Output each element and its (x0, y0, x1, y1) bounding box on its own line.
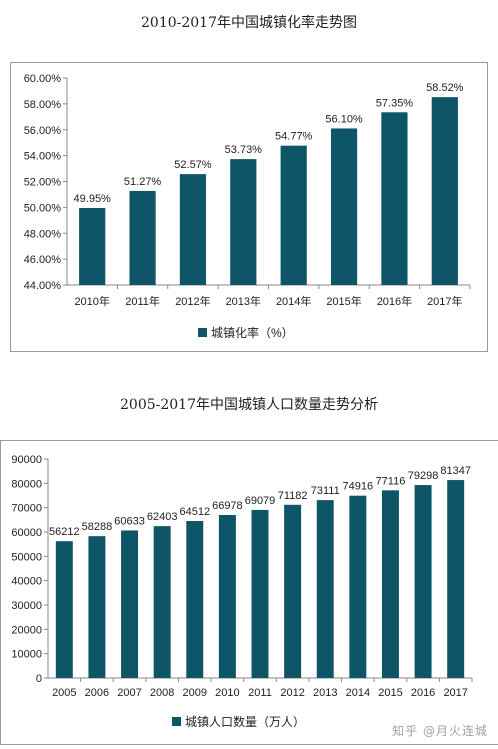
chart1-legend-swatch (198, 328, 207, 337)
chart2-data-label: 71182 (278, 490, 308, 502)
chart2-category-label: 2015 (378, 687, 402, 699)
chart1-category-label: 2011年 (125, 294, 160, 308)
chart1-bar (330, 128, 358, 285)
chart2-data-label: 74916 (343, 481, 374, 493)
chart2-y-tick-label: 30000 (11, 600, 42, 612)
chart2-category-label: 2010 (215, 687, 239, 699)
chart2-y-tick-label: 50000 (11, 551, 42, 563)
chart1-data-label: 53.73% (225, 144, 263, 156)
chart2-category-label: 2012 (280, 687, 304, 699)
chart2-y-tick-label: 70000 (11, 503, 42, 515)
chart1-legend-label: 城镇化率（%） (211, 325, 294, 340)
chart2-y-tick-label: 10000 (11, 649, 42, 661)
chart1-title: 2010-2017年中国城镇化率走势图 (141, 15, 357, 31)
chart1-data-label: 56.10% (325, 113, 363, 125)
chart1-y-tick-label: 60.00% (24, 73, 62, 85)
chart2-title: 2005-2017年中国城镇人口数量走势分析 (120, 397, 378, 413)
chart2-bar (55, 541, 73, 678)
chart2-category-label: 2016 (411, 687, 435, 699)
chart1-bar (230, 159, 257, 285)
chart1-category-label: 2017年 (427, 294, 462, 308)
chart2-category-label: 2013 (313, 687, 337, 699)
chart2-data-label: 60633 (114, 515, 145, 527)
chart1-category-label: 2016年 (377, 294, 412, 308)
chart2-legend-swatch (172, 717, 181, 726)
chart1-y-tick-label: 52.00% (24, 177, 62, 189)
chart2-bar (121, 530, 139, 678)
chart1-data-label: 54.77% (275, 131, 313, 143)
chart2-data-label: 73111 (311, 485, 340, 497)
chart2-bar (153, 526, 171, 678)
chart1-category-label: 2013年 (226, 294, 261, 308)
chart1-y-tick-label: 44.00% (24, 280, 62, 292)
watermark: 知乎 @月火连城 (392, 724, 488, 738)
chart2-bar (316, 500, 334, 678)
chart1-y-tick-label: 54.00% (24, 151, 62, 163)
chart1-bar (280, 145, 307, 285)
chart1-data-label: 52.57% (174, 159, 212, 171)
chart2-bar (381, 490, 399, 678)
chart1-category-label: 2010年 (74, 294, 109, 308)
chart1-y-tick-label: 50.00% (24, 202, 62, 214)
chart2-bar (349, 495, 367, 678)
chart2-category-label: 2005 (52, 687, 76, 699)
chart2-category-label: 2017 (443, 687, 467, 699)
chart1-bar (381, 112, 408, 285)
chart2-data-label: 64512 (179, 506, 210, 518)
chart1-bar (179, 174, 207, 285)
chart1-y-tick-label: 56.00% (24, 125, 62, 137)
chart1-data-label: 57.35% (376, 97, 414, 109)
chart2-bar (284, 504, 302, 678)
chart1-data-label: 58.52% (426, 82, 464, 94)
chart1-y-tick-label: 58.00% (24, 99, 62, 111)
chart2-bar (186, 521, 204, 678)
chart1-y-tick-label: 48.00% (24, 228, 62, 240)
chart2-data-label: 79298 (408, 470, 439, 482)
chart2-data-label: 81347 (440, 465, 471, 477)
chart2-y-tick-label: 60000 (11, 527, 42, 539)
chart2-y-tick-label: 0 (36, 673, 42, 685)
chart2-data-label: 58288 (82, 521, 113, 533)
chart2-category-label: 2009 (183, 687, 207, 699)
chart1-y-tick-label: 46.00% (24, 254, 62, 266)
chart2-category-label: 2006 (85, 687, 109, 699)
chart2-data-label: 69079 (245, 495, 276, 507)
chart1-bar (129, 190, 156, 285)
chart2-data-label: 77116 (376, 475, 406, 487)
chart1-category-label: 2015年 (326, 294, 361, 308)
chart2-y-tick-label: 80000 (11, 478, 42, 490)
chart1-data-label: 51.27% (124, 176, 162, 188)
chart1-bar (79, 208, 106, 285)
chart2-frame (0, 440, 498, 745)
chart1-data-label: 49.95% (74, 193, 112, 205)
chart2-bar (414, 485, 432, 678)
chart2-bar (218, 515, 236, 678)
chart2-y-tick-label: 90000 (11, 454, 42, 466)
chart2-category-label: 2011 (248, 687, 272, 699)
chart2-data-label: 66978 (212, 500, 243, 512)
chart1-category-label: 2014年 (276, 294, 311, 308)
chart2-y-tick-label: 20000 (11, 624, 42, 636)
chart2-bar (251, 509, 269, 678)
chart2-legend-label: 城镇人口数量（万人） (185, 714, 305, 729)
chart1-frame (10, 62, 488, 352)
chart1-bar (431, 97, 458, 286)
chart2-data-label: 56212 (49, 526, 80, 538)
chart2-category-label: 2014 (346, 687, 370, 699)
chart2-data-label: 62403 (147, 511, 178, 523)
chart2-bar (447, 480, 465, 678)
chart2-category-label: 2008 (150, 687, 174, 699)
chart2-category-label: 2007 (117, 687, 141, 699)
chart2-y-tick-label: 40000 (11, 576, 42, 588)
chart2-bar (88, 536, 106, 678)
chart1-category-label: 2012年 (175, 294, 210, 308)
